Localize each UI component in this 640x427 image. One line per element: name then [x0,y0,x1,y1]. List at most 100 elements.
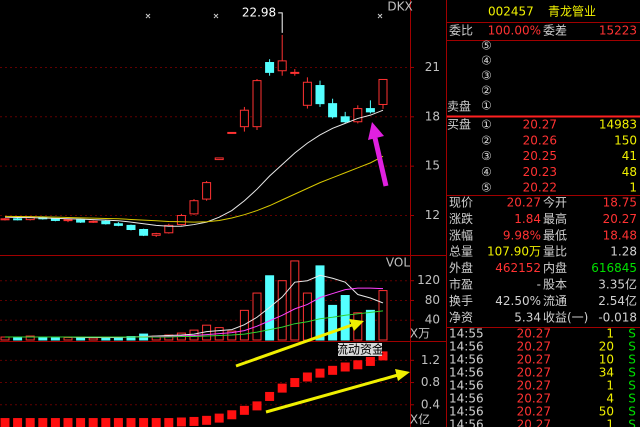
y-tick-label: 40 [425,313,440,327]
candle-body [0,218,10,221]
flow-mark [239,405,249,415]
row-value: 100.00% [488,24,541,38]
trade-time: 14:56 [449,392,484,406]
bid-volume: 1 [629,181,637,195]
bid-level: ① [481,118,492,132]
bid-price: 20.23 [523,165,557,179]
candle-body [277,60,287,72]
stat-value: 1.28 [610,245,637,259]
flow-mark [302,372,312,382]
volume-bar [13,337,23,341]
trade-volume: 1 [606,327,614,341]
ask-level: ⑤ [481,39,492,53]
candle-body [176,215,186,226]
candle-body [214,157,224,161]
trade-volume: 1 [606,418,614,427]
stat-label: 涨跌 [449,211,473,226]
flow-mark [13,418,23,427]
trade-price: 20.27 [517,340,551,354]
stat-value: 18.48 [603,228,637,242]
stat-value: 42.50% [495,294,541,308]
unit-label: X亿 [410,412,430,427]
volume-bar [63,337,73,341]
trade-volume: 34 [599,366,614,380]
stat-value: 462152 [495,261,541,275]
trade-price: 20.27 [517,392,551,406]
flow-mark [189,416,199,426]
trade-time: 14:56 [449,353,484,367]
trade-price: 20.27 [517,405,551,419]
y-tick-label: 0.8 [421,375,440,389]
volume-bar [290,260,300,341]
stat-label: 股本 [543,278,567,292]
bid-volume: 150 [614,133,637,147]
bid-level: ② [481,133,492,147]
bid-price: 20.26 [523,133,557,147]
trade-volume: 1 [606,379,614,393]
trade-side: S [628,353,636,367]
stat-value: - [537,278,541,292]
trade-side: S [628,418,636,427]
stat-label: 收益(一) [543,310,588,324]
stat-value: 616845 [591,261,637,275]
flow-mark [290,378,300,388]
volume-bar [378,290,388,341]
trade-price: 20.27 [517,353,551,367]
candle-body [340,116,350,123]
candle-body [189,200,199,215]
ma-line [5,310,384,338]
stat-label: 内盘 [543,260,567,275]
volume-bar [315,265,325,341]
candle-body [353,108,363,123]
flow-mark [328,365,338,375]
stat-label: 涨幅 [449,227,473,242]
candle-body [101,220,111,225]
bid-level: ④ [481,165,492,179]
flow-mark [139,418,149,427]
section-label: 买盘 [447,117,471,132]
volume-bar [25,335,35,341]
bid-level: ③ [481,149,492,163]
stock-code: 002457 [488,5,534,19]
volume-bar [252,292,262,341]
candle-body [378,78,388,105]
bid-volume: 14983 [599,118,637,132]
flow-mark [113,418,123,427]
trade-time: 14:56 [449,379,484,393]
bid-level: ⑤ [481,181,492,195]
candle-body [315,85,325,105]
volume-bar [38,337,48,341]
flow-mark [353,360,363,370]
candle-body [126,224,136,231]
flow-mark [378,351,388,361]
trade-volume: 20 [599,340,614,354]
candle-body [139,229,149,236]
panel-label: 流动资金 [336,342,384,357]
bid-price: 20.25 [523,149,557,163]
flow-mark [151,418,161,427]
y-tick-label: 120 [417,273,440,287]
high-pointer [278,12,283,33]
stat-label: 量比 [543,245,567,259]
trade-volume: 50 [599,405,614,419]
trade-time: 14:56 [449,366,484,380]
candle-body [164,224,174,234]
flow-mark [63,418,73,427]
y-tick-label: 1.2 [421,353,440,367]
stat-value: 5.34 [514,310,541,324]
flow-mark [202,415,212,425]
flow-mark [126,418,136,427]
y-tick-label: 15 [425,159,440,173]
bid-price: 20.27 [523,118,557,132]
candle-body [76,219,86,223]
candle-body [63,219,73,222]
stat-label: 总量 [449,245,473,259]
volume-bar [365,309,375,341]
stat-value: 18.75 [603,196,637,210]
candle-body [252,80,262,128]
candle-body [151,233,161,236]
trade-price: 20.27 [517,366,551,380]
flow-mark [25,418,35,427]
